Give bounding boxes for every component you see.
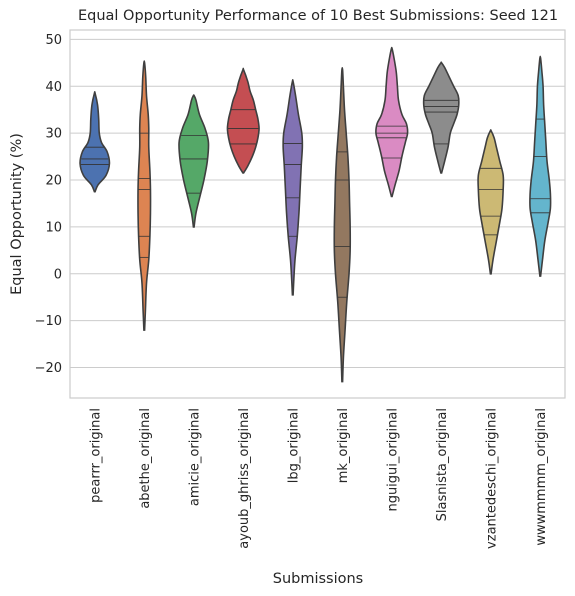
x-tick-label: pearrr_original — [88, 408, 103, 503]
violin-body — [375, 46, 409, 198]
violin-body — [282, 79, 304, 296]
x-tick-label: vzantedeschi_original — [484, 408, 499, 549]
y-tick-label: −20 — [35, 361, 62, 376]
violin-body — [477, 129, 505, 275]
x-tick-label: wwwmmmm_original — [534, 408, 549, 546]
y-tick-label: 0 — [54, 267, 62, 282]
x-tick-label: nguigui_original — [385, 408, 400, 512]
x-tick-label: amicie_original — [187, 408, 202, 506]
x-axis-label: Submissions — [273, 571, 364, 587]
violin-mk_original — [333, 66, 352, 383]
x-tick-labels: pearrr_original abethe_original amicie_ori… — [88, 408, 549, 549]
violin-body — [333, 66, 352, 383]
y-tick-label: −10 — [35, 314, 62, 329]
grid-lines — [70, 38, 565, 369]
y-tick-label: 20 — [45, 174, 62, 189]
y-tick-label: 30 — [45, 127, 62, 142]
violin-body — [79, 91, 111, 193]
violin-vzantedeschi_original — [477, 129, 505, 275]
y-tick-label: 50 — [45, 33, 62, 48]
chart-title: Equal Opportunity Performance of 10 Best… — [78, 8, 558, 24]
x-tick-label: Slasnista_original — [435, 408, 450, 521]
violin-pearrr_original — [79, 91, 111, 193]
violin-body — [529, 55, 552, 277]
x-tick-label: mk_original — [336, 408, 351, 483]
violin-body — [422, 61, 460, 174]
violin-ayoub_ghriss_original — [226, 67, 260, 174]
violin-Slasnista_original — [422, 61, 460, 174]
violins — [79, 46, 552, 383]
x-tick-label: ayoub_ghriss_original — [237, 408, 252, 549]
violin-body — [226, 67, 260, 174]
plot-frame — [69, 29, 566, 399]
violin-amicie_original — [178, 94, 210, 228]
x-tick-label: lbg_original — [286, 408, 301, 483]
y-tick-label: 10 — [45, 220, 62, 235]
violin-body — [137, 60, 152, 331]
violin-abethe_original — [137, 60, 152, 331]
violin-lbg_original — [282, 79, 304, 296]
violin-wwwmmmm_original — [529, 55, 552, 277]
y-tick-labels: −20 −10 0 10 20 30 40 50 — [35, 33, 62, 376]
y-tick-label: 40 — [45, 80, 62, 95]
y-axis-label: Equal Opportunity (%) — [9, 133, 25, 295]
violin-nguigui_original — [375, 46, 409, 198]
x-tick-label: abethe_original — [138, 408, 153, 509]
violin-body — [178, 94, 210, 228]
